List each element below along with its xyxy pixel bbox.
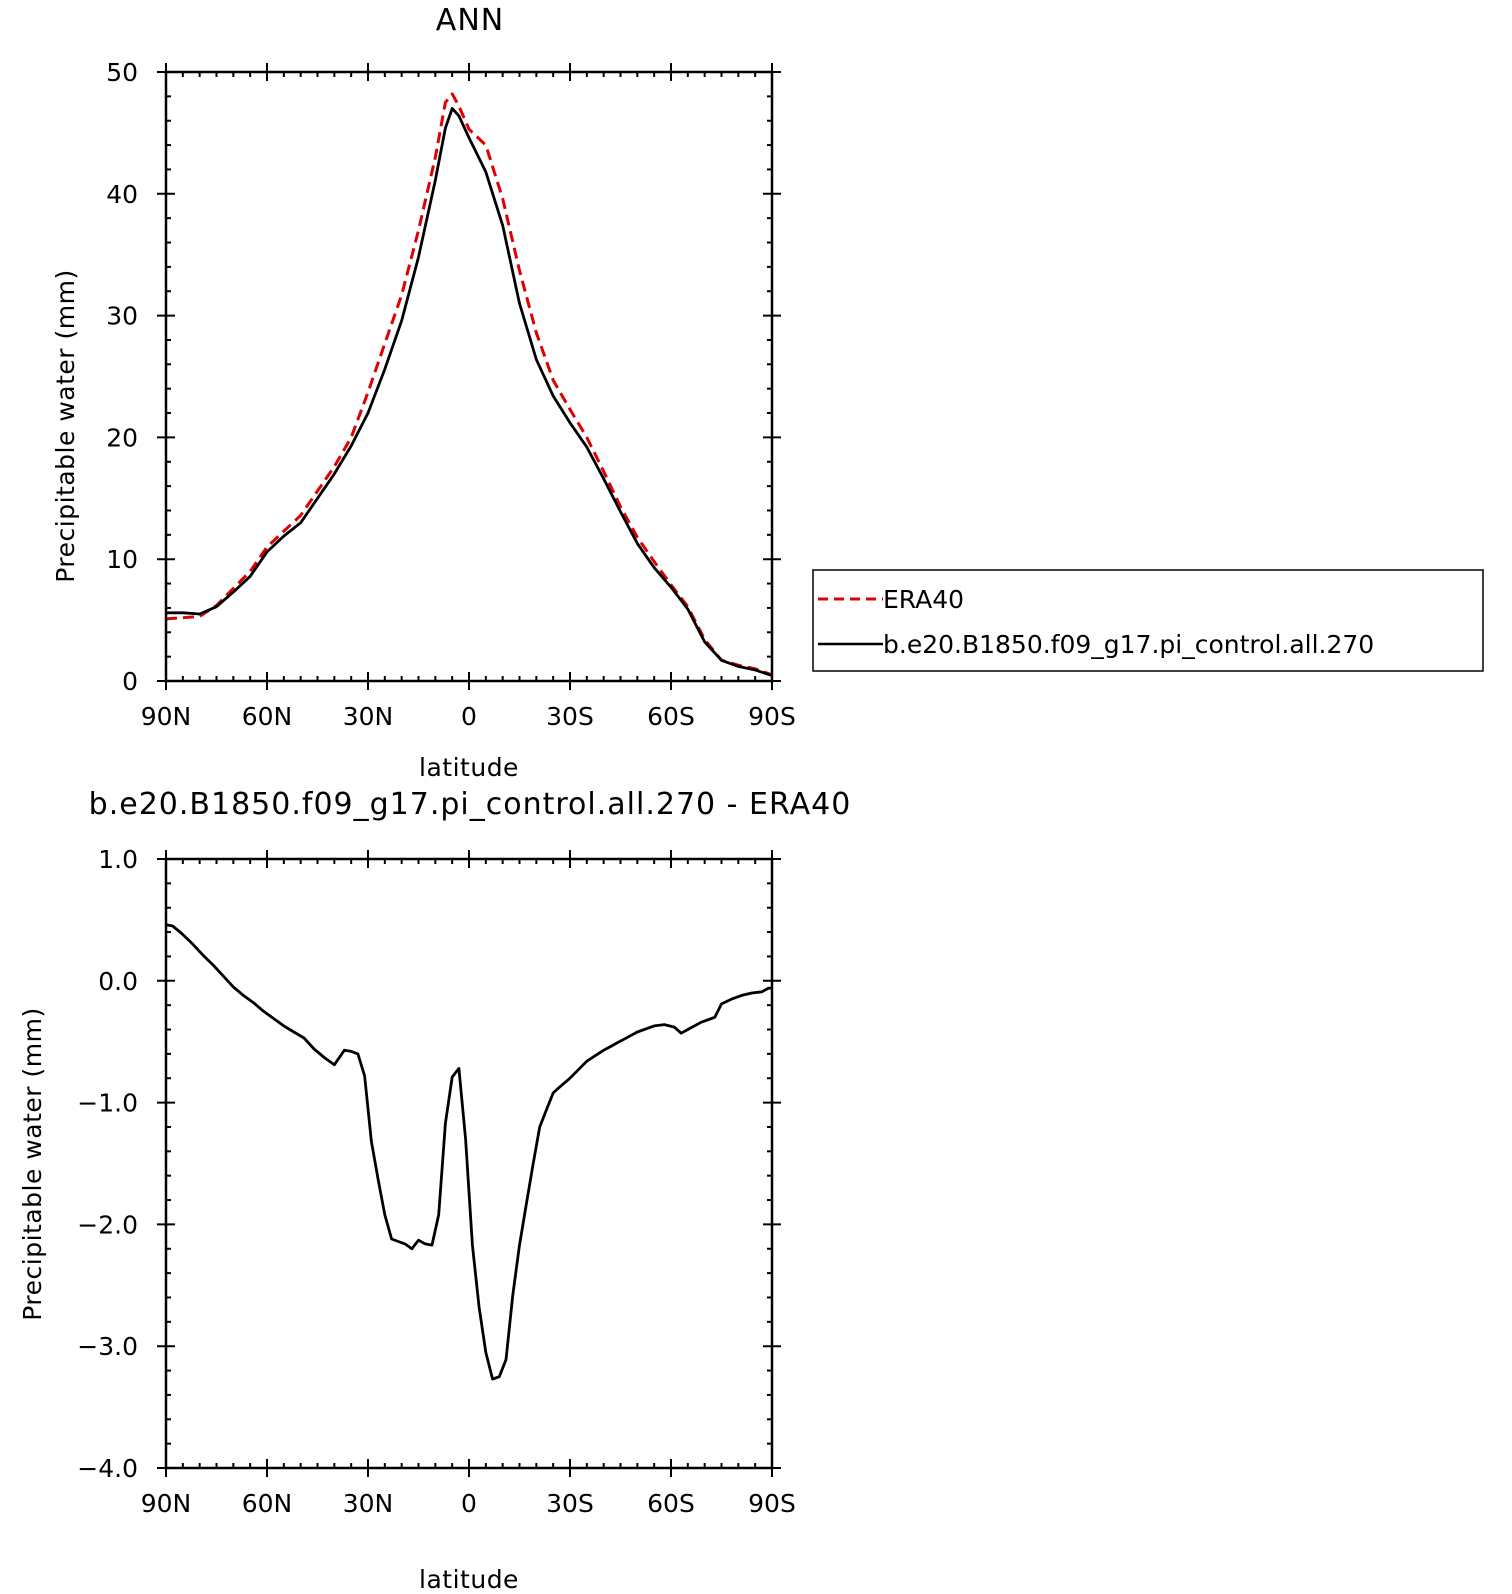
x-tick-label: 60N [242, 1489, 293, 1518]
y-tick-label: 20 [106, 423, 138, 452]
top-chart-ticks [157, 63, 781, 690]
y-tick-label: 30 [106, 302, 138, 331]
bottom-chart-frame [164, 857, 774, 1470]
x-tick-label: 60N [242, 702, 293, 731]
bottom-chart-lines [165, 923, 772, 1381]
top-chart-legend: ERA40 b.e20.B1850.f09_g17.pi_control.all… [812, 569, 1484, 672]
top-x-axis-label: latitude [419, 753, 519, 782]
top-series-line-1 [166, 107, 773, 677]
x-tick-label: 90S [748, 1489, 796, 1518]
y-tick-label: 1.0 [98, 845, 138, 874]
top-chart-frame [164, 70, 774, 683]
y-tick-label: −3.0 [77, 1332, 138, 1361]
x-tick-label: 90S [748, 702, 796, 731]
top-chart-lines [165, 92, 773, 677]
x-tick-label: 0 [461, 1489, 477, 1518]
legend-box [812, 569, 1484, 672]
bottom-y-axis-label: Precipitable water (mm) [18, 1007, 47, 1320]
top-chart-panel: ANN 90N 60N 30N 0 30S 60S 90S 0 10 20 30 40 50 lati… [51, 3, 1484, 782]
bottom-x-axis-label: latitude [419, 1565, 519, 1594]
top-y-axis-label: Precipitable water (mm) [51, 269, 80, 582]
y-tick-label: 10 [106, 545, 138, 574]
x-tick-label: 30S [546, 702, 594, 731]
top-series-line-0 [165, 92, 773, 677]
x-tick-label: 30N [343, 1489, 394, 1518]
x-tick-label: 30S [546, 1489, 594, 1518]
top-x-tick-labels: 90N 60N 30N 0 30S 60S 90S [141, 702, 796, 731]
y-tick-label: 0.0 [98, 967, 138, 996]
x-tick-label: 30N [343, 702, 394, 731]
legend-label-era40: ERA40 [883, 585, 964, 614]
y-tick-label: 50 [106, 58, 138, 87]
x-tick-label: 60S [647, 1489, 695, 1518]
x-tick-label: 0 [461, 702, 477, 731]
bottom-y-tick-labels: 1.0 0.0 −1.0 −2.0 −3.0 −4.0 [77, 845, 138, 1483]
bottom-chart-ticks [157, 850, 781, 1477]
bottom-chart-panel: b.e20.B1850.f09_g17.pi_control.all.270 -… [18, 787, 852, 1594]
y-tick-label: −1.0 [77, 1089, 138, 1118]
y-tick-label: 0 [122, 667, 138, 696]
bottom-chart-title: b.e20.B1850.f09_g17.pi_control.all.270 -… [89, 787, 852, 822]
x-tick-label: 60S [647, 702, 695, 731]
legend-label-model: b.e20.B1850.f09_g17.pi_control.all.270 [883, 630, 1374, 659]
bottom-series-line-0 [165, 923, 772, 1381]
y-tick-label: −2.0 [77, 1210, 138, 1239]
x-tick-label: 90N [141, 702, 192, 731]
y-tick-label: −4.0 [77, 1454, 138, 1483]
x-tick-label: 90N [141, 1489, 192, 1518]
y-tick-label: 40 [106, 180, 138, 209]
bottom-x-tick-labels: 90N 60N 30N 0 30S 60S 90S [141, 1489, 796, 1518]
top-chart-title: ANN [436, 3, 504, 38]
top-y-tick-labels: 0 10 20 30 40 50 [106, 58, 138, 696]
